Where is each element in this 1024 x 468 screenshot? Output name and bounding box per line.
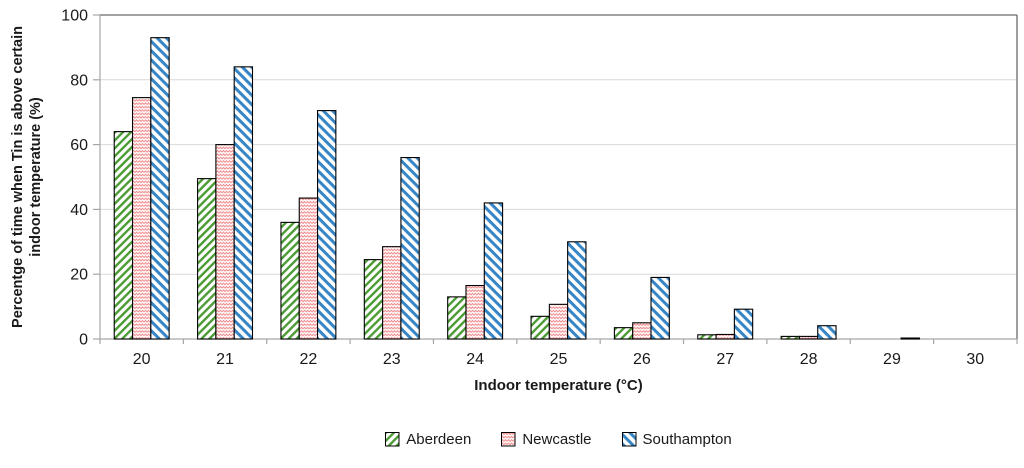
bar-newcastle-27 (715, 333, 735, 340)
legend-marker-diagonal-stripe-down-icon (621, 432, 637, 447)
x-tick-label: 23 (383, 351, 401, 368)
bar-aberdeen-24 (447, 296, 467, 340)
bar-newcastle-24 (465, 284, 485, 340)
x-tick-label: 26 (633, 351, 651, 368)
bar-newcastle-22 (298, 197, 319, 340)
bar-newcastle-23 (382, 246, 402, 340)
legend-marker-rect (501, 432, 516, 447)
y-tick-label: 80 (70, 72, 88, 89)
legend-item-newcastle: Newcastle (501, 431, 592, 448)
x-axis-title: Indoor temperature (°C) (474, 377, 643, 394)
bar-southampton-24 (483, 202, 504, 340)
bar-southampton-22 (317, 110, 337, 340)
bar-southampton-21 (233, 66, 254, 340)
legend-label: Newcastle (522, 431, 592, 448)
bar-southampton-29 (900, 337, 920, 340)
axis-labels: 0 20 40 60 80 100 20 21 22 23 24 25 26 27 28 29 30 (61, 8, 984, 369)
bar-southampton-27 (733, 308, 754, 340)
axes (93, 14, 1018, 344)
bar-newcastle-28 (798, 335, 819, 340)
bar-southampton-25 (567, 241, 587, 340)
bar-aberdeen-23 (363, 259, 384, 340)
x-tick-label: 25 (550, 351, 568, 368)
x-tick-label: 27 (716, 351, 734, 368)
y-tick-label: 100 (61, 8, 88, 25)
bar-aberdeen-25 (530, 315, 550, 340)
bar-southampton-20 (150, 37, 170, 340)
bar-newcastle-20 (131, 97, 152, 340)
bars (113, 37, 920, 340)
x-tick-label: 29 (883, 351, 901, 368)
y-tick-label: 40 (70, 202, 88, 219)
bar-southampton-28 (817, 325, 837, 340)
legend-marker-diagonal-stripe-up-icon (385, 432, 400, 447)
bar-aberdeen-20 (113, 131, 134, 340)
x-tick-label: 28 (800, 351, 818, 368)
legend-marker-rect (385, 432, 400, 447)
bar-southampton-26 (650, 276, 670, 340)
x-tick-label: 30 (966, 351, 984, 368)
legend: Aberdeen Newcastle Southampton (100, 431, 1017, 448)
y-tick-label: 60 (70, 137, 88, 154)
bar-aberdeen-28 (780, 335, 800, 340)
legend-item-southampton: Southampton (621, 431, 732, 448)
legend-label: Southampton (642, 431, 732, 448)
y-tick-label: 20 (70, 267, 88, 284)
x-tick-label: 24 (466, 351, 484, 368)
legend-item-aberdeen: Aberdeen (385, 431, 471, 448)
bar-newcastle-21 (215, 144, 235, 340)
bar-aberdeen-27 (697, 334, 717, 340)
legend-label: Aberdeen (406, 431, 472, 448)
plot-area: 0 20 40 60 80 100 20 21 22 23 24 25 26 27 28 29 30 (61, 8, 1018, 369)
bar-aberdeen-22 (280, 221, 300, 340)
bar-southampton-23 (400, 157, 420, 340)
legend-marker-rect (621, 432, 637, 447)
x-tick-label: 20 (133, 351, 151, 368)
bar-newcastle-25 (548, 303, 569, 340)
x-tick-label: 22 (300, 351, 318, 368)
x-tick-label: 21 (216, 351, 234, 368)
bar-newcastle-26 (632, 322, 652, 340)
legend-marker-zigzag-wave-icon (501, 432, 516, 447)
y-tick-label: 0 (79, 332, 88, 349)
bar-aberdeen-26 (613, 327, 634, 340)
bar-aberdeen-21 (197, 178, 217, 340)
